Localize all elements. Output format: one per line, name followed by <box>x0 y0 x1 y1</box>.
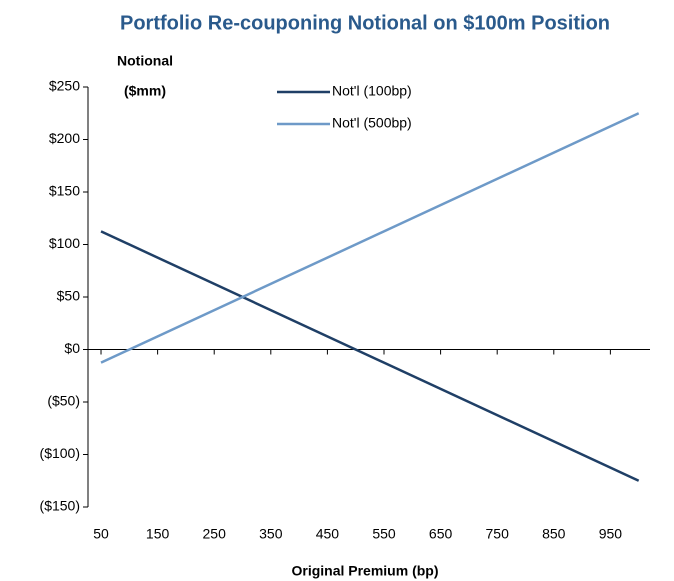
chart-title: Portfolio Re-couponing Notional on $100m… <box>120 12 610 34</box>
y-tick-label: ($100) <box>40 445 80 461</box>
x-tick-label: 150 <box>146 526 170 542</box>
x-tick-label: 750 <box>486 526 510 542</box>
series-line <box>100 112 640 364</box>
y-tick-label: ($150) <box>40 498 80 514</box>
y-tick-label: $0 <box>64 340 80 356</box>
y-tick-label: $150 <box>49 183 80 199</box>
y-tick-label: $250 <box>49 78 80 94</box>
y-tick-label: $50 <box>57 288 81 304</box>
x-axis-label: Original Premium (bp) <box>291 563 438 579</box>
y-axis-label: ($mm) <box>124 83 166 99</box>
legend-label: Not'l (100bp) <box>332 83 412 99</box>
y-axis-label: Notional <box>117 53 173 69</box>
x-tick-label: 850 <box>542 526 566 542</box>
x-tick-label: 350 <box>259 526 283 542</box>
y-tick-label: $200 <box>49 130 80 146</box>
x-tick-label: 650 <box>429 526 453 542</box>
x-tick-label: 450 <box>316 526 340 542</box>
x-tick-label: 250 <box>203 526 227 542</box>
x-tick-label: 950 <box>599 526 623 542</box>
y-tick-label: $100 <box>49 235 80 251</box>
x-tick-label: 50 <box>93 526 109 542</box>
x-tick-label: 550 <box>372 526 396 542</box>
series-line <box>100 230 640 482</box>
legend-label: Not'l (500bp) <box>332 115 412 131</box>
y-tick-label: ($50) <box>47 393 80 409</box>
